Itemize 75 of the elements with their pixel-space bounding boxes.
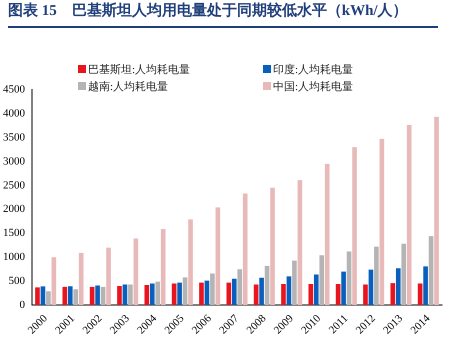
bar bbox=[298, 180, 302, 306]
bar bbox=[144, 284, 150, 306]
bar bbox=[428, 236, 434, 306]
bar bbox=[319, 255, 324, 306]
y-tick-label: 0 bbox=[20, 299, 26, 311]
bar bbox=[374, 246, 379, 306]
bar bbox=[363, 284, 368, 306]
bar bbox=[134, 238, 138, 306]
bar bbox=[352, 147, 357, 306]
bar bbox=[434, 116, 439, 306]
bar bbox=[210, 274, 215, 306]
y-tick-label: 2000 bbox=[3, 203, 26, 216]
chart-title: 图表 15 巴基斯坦人均用电量处于同期较低水平（kWh/人） bbox=[8, 0, 438, 28]
bar bbox=[160, 228, 166, 306]
bar bbox=[122, 284, 128, 306]
bar bbox=[35, 287, 40, 306]
y-tick-label: 500 bbox=[8, 275, 26, 288]
y-tick-label: 1500 bbox=[3, 227, 26, 240]
bar bbox=[418, 284, 422, 306]
bar bbox=[259, 278, 264, 306]
legend-label: 印度:人均耗电量 bbox=[272, 62, 354, 77]
bar bbox=[117, 286, 122, 306]
bar bbox=[308, 284, 314, 306]
bar bbox=[292, 260, 297, 306]
bar bbox=[73, 289, 78, 306]
bar bbox=[390, 283, 396, 306]
bar bbox=[396, 268, 401, 306]
bar bbox=[281, 284, 286, 306]
bar bbox=[341, 272, 346, 306]
bar bbox=[314, 274, 319, 306]
bar bbox=[406, 125, 412, 306]
bar bbox=[78, 252, 84, 306]
bar bbox=[286, 276, 292, 306]
y-tick-label: 2500 bbox=[3, 179, 26, 192]
bar bbox=[423, 266, 428, 306]
bar bbox=[90, 286, 94, 306]
bar bbox=[150, 284, 155, 306]
bar bbox=[128, 284, 133, 306]
bar bbox=[40, 286, 46, 306]
bar bbox=[177, 282, 182, 306]
bar bbox=[270, 188, 275, 306]
bar bbox=[242, 194, 248, 306]
y-tick-label: 4000 bbox=[3, 107, 26, 120]
bar bbox=[204, 280, 210, 306]
bar bbox=[380, 138, 384, 306]
bar bbox=[336, 284, 340, 306]
y-tick-label: 4500 bbox=[3, 83, 26, 96]
bar bbox=[106, 248, 111, 306]
legend-label: 巴基斯坦:人均耗电量 bbox=[87, 63, 192, 77]
bar bbox=[68, 286, 73, 306]
y-tick-label: 3500 bbox=[3, 131, 26, 144]
bar bbox=[264, 266, 270, 306]
bar bbox=[232, 278, 237, 306]
bar bbox=[254, 284, 258, 306]
bar bbox=[401, 244, 406, 306]
bar bbox=[324, 164, 330, 306]
bar bbox=[226, 282, 232, 306]
bar bbox=[62, 286, 68, 306]
bar bbox=[199, 282, 204, 306]
legend-label: 中国:人均耗电量 bbox=[272, 80, 354, 94]
bar bbox=[95, 285, 100, 306]
bar bbox=[100, 286, 106, 306]
y-tick-label: 3000 bbox=[3, 155, 26, 168]
bar bbox=[52, 257, 56, 306]
bar bbox=[346, 251, 352, 306]
bar bbox=[368, 270, 374, 306]
bar bbox=[46, 291, 51, 306]
bar bbox=[172, 284, 176, 306]
bar bbox=[237, 269, 242, 306]
bar bbox=[188, 219, 193, 306]
bar bbox=[155, 282, 160, 306]
bar bbox=[182, 277, 188, 306]
y-tick-label: 1000 bbox=[3, 251, 26, 264]
bar bbox=[216, 207, 220, 306]
legend-label: 越南:人均耗电量 bbox=[87, 80, 170, 94]
